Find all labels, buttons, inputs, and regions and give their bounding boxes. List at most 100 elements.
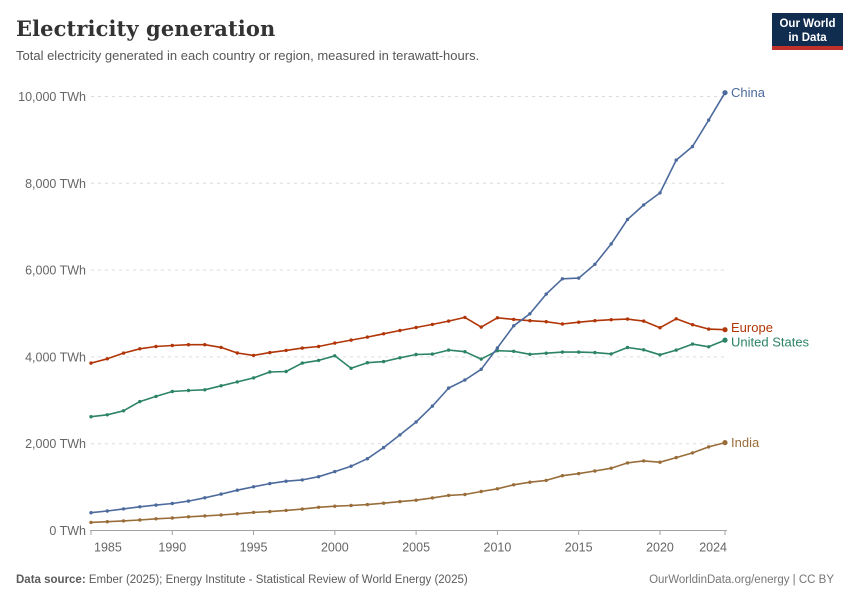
y-tick-label: 6,000 TWh bbox=[25, 264, 86, 278]
series-line-china[interactable] bbox=[90, 91, 726, 514]
data-point bbox=[658, 353, 662, 357]
data-point bbox=[349, 503, 353, 508]
series-label-china[interactable]: China bbox=[731, 85, 766, 100]
data-point bbox=[268, 370, 272, 374]
data-point bbox=[268, 350, 272, 355]
data-point bbox=[316, 344, 321, 349]
data-point bbox=[219, 513, 223, 517]
data-point bbox=[349, 366, 353, 370]
series-line-europe[interactable] bbox=[90, 316, 726, 364]
owid-logo[interactable]: Our World in Data bbox=[772, 13, 843, 50]
series-line-united-states[interactable] bbox=[90, 339, 726, 418]
data-point bbox=[89, 361, 93, 365]
data-point bbox=[512, 324, 516, 328]
data-point bbox=[235, 488, 239, 492]
data-point bbox=[219, 492, 223, 496]
data-point bbox=[690, 323, 695, 327]
data-point bbox=[154, 344, 158, 349]
footer-credit-link[interactable]: OurWorldinData.org/energy | CC BY bbox=[649, 574, 834, 586]
data-source-text: Ember (2025); Energy Institute - Statist… bbox=[88, 574, 468, 586]
data-point bbox=[528, 352, 532, 356]
y-tick-label: 2,000 TWh bbox=[25, 437, 86, 451]
data-point bbox=[722, 327, 728, 333]
data-point bbox=[560, 474, 565, 478]
data-point bbox=[170, 516, 174, 520]
data-point bbox=[479, 325, 483, 329]
x-tick-label: 1990 bbox=[158, 541, 186, 555]
data-point bbox=[333, 469, 337, 474]
series-label-united-states[interactable]: United States bbox=[731, 335, 810, 350]
data-point bbox=[316, 358, 321, 363]
data-point bbox=[89, 520, 93, 525]
y-tick-label: 4,000 TWh bbox=[25, 350, 86, 364]
data-point bbox=[381, 445, 386, 450]
data-point bbox=[544, 351, 548, 355]
data-point bbox=[609, 352, 613, 356]
data-point bbox=[625, 345, 630, 350]
y-tick-label: 0 TWh bbox=[49, 524, 86, 538]
data-point bbox=[333, 354, 337, 358]
data-point bbox=[203, 514, 207, 518]
data-point bbox=[121, 507, 126, 511]
data-source: Data source: Ember (2025); Energy Instit… bbox=[16, 574, 468, 586]
x-tick-label: 2015 bbox=[565, 541, 593, 555]
data-point bbox=[625, 317, 630, 321]
data-point bbox=[690, 342, 695, 346]
data-point bbox=[349, 338, 353, 342]
data-point bbox=[430, 404, 435, 408]
data-point bbox=[463, 492, 467, 497]
data-point bbox=[219, 345, 223, 350]
data-point bbox=[722, 440, 728, 446]
data-point bbox=[690, 451, 695, 455]
owid-logo-line1: Our World bbox=[779, 17, 836, 30]
data-point bbox=[300, 507, 304, 511]
data-point bbox=[593, 469, 597, 473]
series-label-europe[interactable]: Europe bbox=[731, 320, 773, 335]
data-point bbox=[577, 350, 581, 354]
data-point bbox=[544, 478, 548, 483]
data-point bbox=[268, 509, 272, 514]
data-point bbox=[333, 504, 337, 508]
data-point bbox=[609, 318, 613, 322]
series-line-india[interactable] bbox=[90, 441, 726, 524]
data-point bbox=[203, 388, 207, 392]
data-point bbox=[235, 351, 239, 355]
data-point bbox=[430, 496, 435, 500]
data-point bbox=[414, 352, 418, 357]
data-point bbox=[642, 459, 646, 463]
data-point bbox=[333, 341, 337, 345]
data-point bbox=[625, 217, 630, 222]
data-point bbox=[544, 320, 548, 324]
data-point bbox=[609, 242, 613, 246]
data-point bbox=[446, 493, 451, 498]
data-point bbox=[284, 508, 288, 513]
data-point bbox=[105, 520, 110, 524]
data-point bbox=[414, 420, 418, 424]
data-point bbox=[642, 203, 646, 207]
data-point bbox=[365, 335, 370, 339]
data-point bbox=[284, 348, 288, 353]
x-tick-label: 1985 bbox=[94, 541, 122, 555]
data-point bbox=[479, 489, 483, 494]
data-point bbox=[707, 118, 711, 122]
data-point bbox=[446, 319, 451, 323]
data-point bbox=[560, 350, 565, 354]
data-point bbox=[674, 348, 678, 352]
data-point bbox=[528, 319, 532, 323]
data-point bbox=[251, 485, 256, 489]
data-point bbox=[186, 499, 191, 503]
data-point bbox=[495, 487, 500, 491]
data-point bbox=[268, 481, 272, 486]
data-point bbox=[381, 501, 386, 505]
data-point bbox=[398, 433, 402, 437]
data-point bbox=[105, 357, 110, 361]
data-point bbox=[219, 384, 223, 388]
data-point bbox=[186, 343, 191, 347]
data-point bbox=[446, 386, 451, 390]
data-point bbox=[235, 380, 239, 384]
owid-logo-line2: in Data bbox=[788, 31, 827, 44]
x-tick-label: 2020 bbox=[646, 541, 674, 555]
data-point bbox=[398, 499, 402, 504]
series-label-india[interactable]: India bbox=[731, 435, 760, 450]
owid-logo-accent-bar bbox=[772, 46, 843, 50]
